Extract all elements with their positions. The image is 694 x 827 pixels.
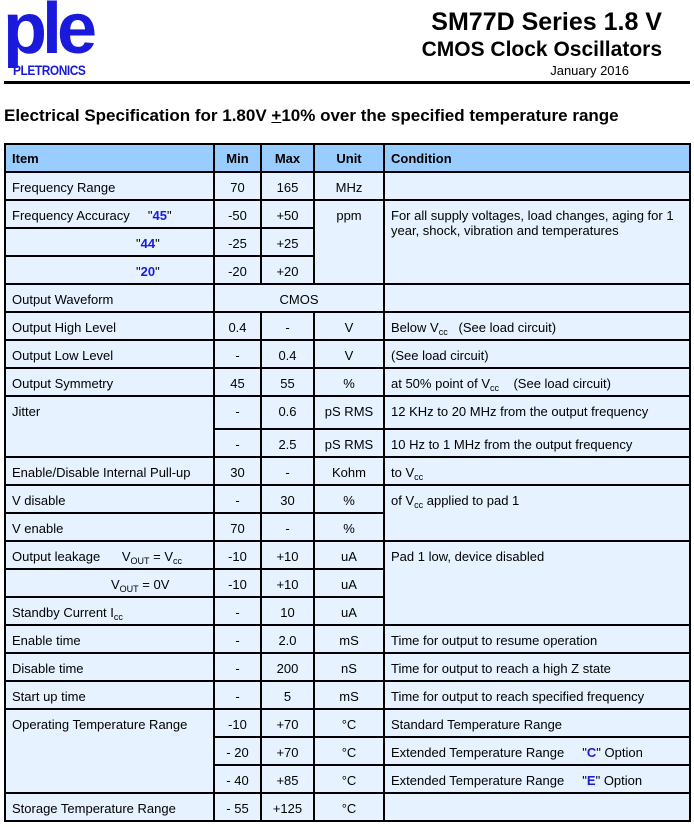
table-row: Frequency Range 70 165 MHz xyxy=(4,171,691,201)
pletronics-logo: ple PLETRONICS xyxy=(3,0,97,78)
table-row: Output Symmetry 45 55 % at 50% point of … xyxy=(4,367,691,397)
table-row: Output High Level 0.4 - V Below Vcc (See… xyxy=(4,311,691,341)
table-row: "44" -25 +25 xyxy=(4,227,690,257)
table-row: - 20 +70 °C Extended Temperature Range "… xyxy=(5,736,691,766)
col-max: Max xyxy=(260,143,315,173)
table-row: Output Low Level - 0.4 V (See load circu… xyxy=(4,339,691,369)
table-row: Disable time - 200 nS Time for output to… xyxy=(4,652,691,682)
table-header-row: Item Min Max Unit Condition xyxy=(4,143,691,173)
table-row: Output Waveform CMOS xyxy=(4,283,691,313)
table-row: Standby Current Icc - 10 uA xyxy=(4,596,690,626)
section-heading: Electrical Specification for 1.80V +10% … xyxy=(4,106,619,125)
col-condition: Condition xyxy=(383,143,691,173)
table-row: - 40 +85 °C Extended Temperature Range "… xyxy=(5,764,691,794)
table-row: Storage Temperature Range - 55 +125 °C xyxy=(4,792,691,822)
table-row: VOUT = 0V -10 +10 uA xyxy=(4,568,690,598)
electrical-spec-table: Item Min Max Unit Condition Frequency Ra… xyxy=(4,143,691,822)
header-divider xyxy=(4,81,690,84)
col-unit: Unit xyxy=(313,143,385,173)
table-row: V enable 70 - % xyxy=(4,512,690,542)
document-title: SM77D Series 1.8 V xyxy=(431,8,662,36)
table-row: Operating Temperature Range -10 +70 °C S… xyxy=(4,708,691,794)
table-row: Frequency Accuracy "45" -50 +50 ppm For … xyxy=(4,199,691,285)
document-date: January 2016 xyxy=(550,63,629,78)
table-row: Enable time - 2.0 mS Time for output to … xyxy=(4,624,691,654)
table-row: Enable/Disable Internal Pull-up 30 - Koh… xyxy=(4,456,691,486)
col-min: Min xyxy=(213,143,262,173)
col-item: Item xyxy=(4,143,215,173)
table-row: - 2.5 pS RMS 10 Hz to 1 MHz from the out… xyxy=(5,428,691,458)
document-subtitle: CMOS Clock Oscillators xyxy=(421,38,662,61)
table-row: Jitter - 0.6 pS RMS 12 KHz to 20 MHz fro… xyxy=(4,395,691,458)
table-row: Output leakage VOUT = Vcc -10 +10 uA Pad… xyxy=(4,540,691,626)
table-row: Start up time - 5 mS Time for output to … xyxy=(4,680,691,710)
table-row: V disable - 30 % of Vcc applied to pad 1 xyxy=(4,484,691,542)
table-row: "20" -20 +20 xyxy=(4,255,690,285)
